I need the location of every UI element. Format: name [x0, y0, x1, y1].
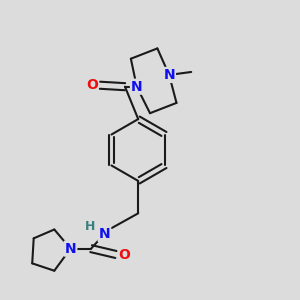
Text: N: N — [98, 227, 110, 241]
Text: N: N — [163, 68, 175, 82]
Text: O: O — [86, 78, 98, 92]
Text: N: N — [65, 242, 76, 256]
Text: H: H — [85, 220, 95, 233]
Text: O: O — [118, 248, 130, 262]
Text: N: N — [131, 80, 142, 94]
